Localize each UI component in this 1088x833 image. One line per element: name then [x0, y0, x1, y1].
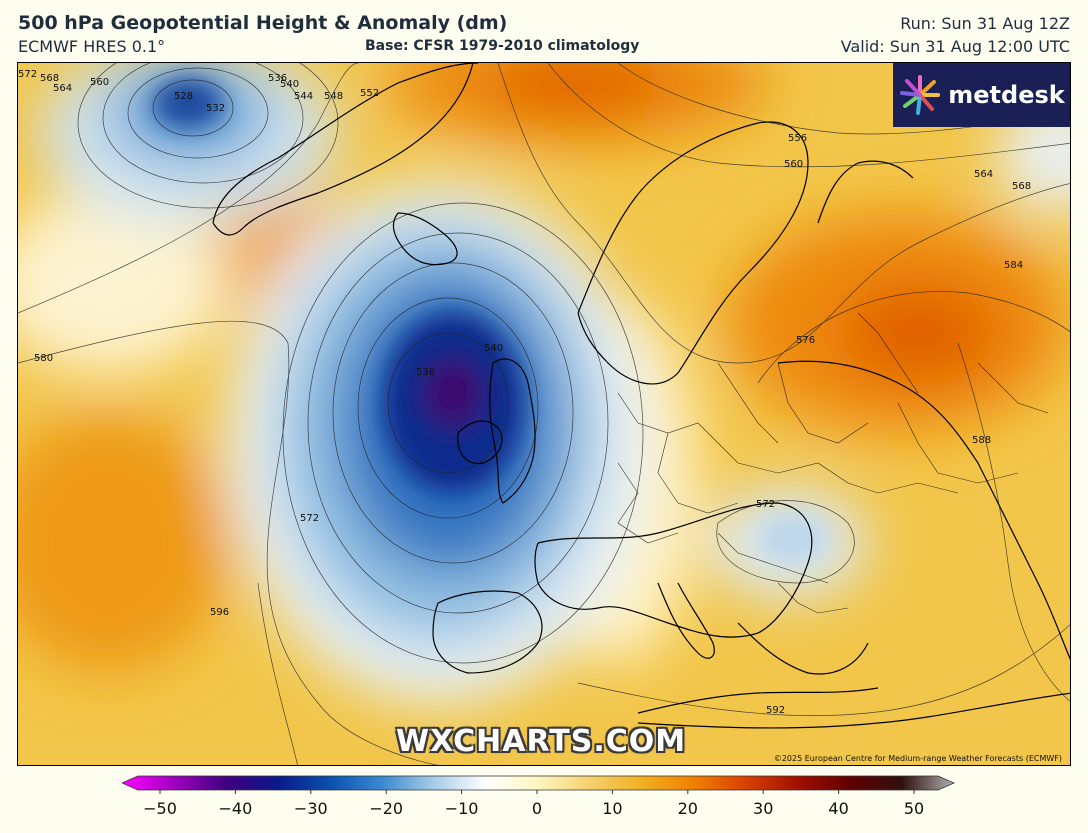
contour-label: 596: [210, 607, 229, 618]
valid-time-label: Valid: Sun 31 Aug 12:00 UTC: [840, 37, 1070, 56]
contour-label: 584: [1004, 260, 1023, 271]
contour-label: 548: [324, 91, 343, 102]
contour-label: 564: [53, 83, 72, 94]
contour-label: 560: [784, 159, 803, 170]
contour-label: 532: [206, 103, 225, 114]
contour-label: 564: [974, 169, 993, 180]
base-label: Base: CFSR 1979-2010 climatology: [365, 38, 640, 54]
logo-text: metdesk: [948, 81, 1065, 109]
contour-label: 556: [788, 133, 807, 144]
watermark: WXCHARTS.COM: [396, 724, 687, 759]
contour-label: 572: [18, 69, 37, 80]
map-title: 500 hPa Geopotential Height & Anomaly (d…: [18, 12, 508, 34]
metdesk-logo: metdesk: [893, 63, 1070, 127]
contour-label: 528: [174, 91, 193, 102]
pinwheel-logo-icon: [900, 75, 941, 115]
contour-label: 536: [416, 367, 435, 378]
contour-label: 552: [360, 88, 379, 99]
contour-label: 580: [34, 353, 53, 364]
contour-label: 568: [1012, 181, 1031, 192]
contour-label: 588: [972, 435, 991, 446]
colorbar-tick-label: 10: [602, 799, 622, 818]
model-label: ECMWF HRES 0.1°: [18, 37, 166, 56]
colorbar-tick-label: −10: [445, 799, 479, 818]
colorbar: −50 −40 −30 −20 −10 0 10 20 30 40 50: [122, 775, 955, 818]
contour-label: 544: [294, 91, 313, 102]
colorbar-tick-label: −30: [294, 799, 328, 818]
contour-label: 572: [300, 513, 319, 524]
run-time-label: Run: Sun 31 Aug 12Z: [900, 14, 1070, 33]
colorbar-tick-label: 40: [828, 799, 848, 818]
weather-map: 572 568 564 560 528 532 536 540 544 548 …: [17, 62, 1071, 766]
contour-label: 576: [796, 335, 815, 346]
contour-label: 572: [756, 499, 775, 510]
copyright-notice: ©2025 European Centre for Medium-range W…: [773, 754, 1062, 763]
contour-label: 568: [40, 73, 59, 84]
contour-label: 536: [268, 73, 287, 84]
colorbar-tick-label: −20: [369, 799, 403, 818]
colorbar-tick-label: 50: [904, 799, 924, 818]
colorbar-tick-label: −50: [143, 799, 177, 818]
anomaly-field: 572 568 564 560 528 532 536 540 544 548 …: [18, 63, 1070, 765]
colorbar-tick-label: 30: [753, 799, 773, 818]
colorbar-tick-label: 0: [532, 799, 542, 818]
contour-label: 540: [484, 343, 503, 354]
colorbar-tick-label: −40: [219, 799, 253, 818]
contour-label: 592: [766, 705, 785, 716]
colorbar-tick-label: 20: [678, 799, 698, 818]
contour-label: 540: [280, 79, 299, 90]
contour-label: 560: [90, 77, 109, 88]
